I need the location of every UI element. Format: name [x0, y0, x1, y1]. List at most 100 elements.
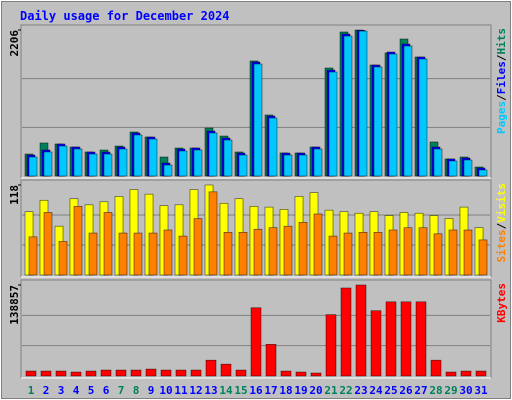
bar	[370, 310, 382, 377]
x-tick-label: 27	[414, 384, 427, 397]
bar	[463, 159, 473, 177]
bar	[283, 154, 293, 177]
x-tick-label: 3	[58, 384, 65, 397]
x-tick-label: 18	[279, 384, 292, 397]
x-tick-label: 30	[459, 384, 472, 397]
legend-entry: Visits	[495, 183, 508, 223]
x-tick-label: 5	[88, 384, 95, 397]
bar	[178, 150, 188, 177]
x-tick-label: 6	[103, 384, 110, 397]
bar	[313, 148, 323, 177]
x-tick-label: 21	[324, 384, 338, 397]
bar	[463, 229, 473, 276]
bar	[178, 235, 188, 276]
bar	[460, 370, 472, 377]
legend-entry: Hits	[495, 28, 508, 55]
bar	[478, 239, 488, 276]
bar	[208, 191, 218, 276]
bar	[133, 232, 143, 276]
bar	[418, 227, 428, 276]
bar	[358, 30, 368, 177]
bar	[73, 206, 83, 276]
chart-title: Daily usage for December 2024	[20, 9, 230, 23]
bar	[433, 233, 443, 276]
bar	[295, 371, 307, 377]
y-tick-label: 138857	[8, 285, 21, 325]
x-tick-label: 25	[384, 384, 397, 397]
bar	[208, 132, 218, 177]
x-tick-label: 14	[219, 384, 233, 397]
bar	[193, 218, 203, 276]
bar	[28, 236, 38, 276]
bar	[175, 369, 187, 377]
y-tick-label: 2206	[8, 30, 21, 57]
bar	[145, 368, 157, 377]
bar	[388, 53, 398, 177]
legend-entry: Pages	[495, 101, 508, 134]
legend: Pages/Files/Hits	[495, 28, 508, 134]
bar	[40, 370, 52, 377]
bar	[253, 228, 263, 276]
bar	[373, 66, 383, 177]
y-tick-label: 118	[8, 185, 21, 205]
x-tick-label: 20	[309, 384, 322, 397]
bar	[28, 156, 38, 177]
bar	[250, 307, 262, 377]
bar	[190, 369, 202, 377]
bar	[103, 212, 113, 276]
legend: KBytes	[495, 283, 508, 323]
x-tick-label: 31	[474, 384, 488, 397]
bar	[268, 117, 278, 177]
bar	[280, 370, 292, 377]
x-tick-label: 15	[234, 384, 247, 397]
bar	[340, 287, 352, 377]
bar	[343, 35, 353, 177]
bar	[415, 301, 427, 377]
bar	[433, 148, 443, 177]
x-tick-label: 1	[28, 384, 35, 397]
x-tick-label: 11	[174, 384, 188, 397]
x-tick-label: 23	[354, 384, 367, 397]
x-tick-label: 7	[118, 384, 125, 397]
x-tick-label: 26	[399, 384, 413, 397]
bar	[70, 371, 82, 377]
bar	[223, 139, 233, 177]
bar	[133, 134, 143, 177]
x-tick-label: 4	[73, 384, 80, 397]
x-tick-label: 2	[43, 384, 50, 397]
bar	[43, 151, 53, 177]
legend: Sites/Visits	[495, 183, 508, 263]
bar	[205, 359, 217, 377]
bar	[88, 153, 98, 177]
bar	[55, 370, 67, 377]
bar	[298, 222, 308, 276]
bar	[385, 301, 397, 377]
x-tick-label: 29	[444, 384, 457, 397]
bar	[73, 148, 83, 177]
legend-entry: Sites	[495, 229, 508, 262]
bar	[103, 153, 113, 177]
bar	[85, 370, 97, 377]
legend-entry: KBytes	[495, 283, 508, 323]
bar	[223, 231, 233, 276]
bar	[418, 58, 428, 177]
bar	[115, 369, 127, 377]
bar	[328, 71, 338, 177]
legend-separator: /	[495, 94, 508, 101]
bar	[400, 301, 412, 377]
bar	[43, 212, 53, 276]
bar	[130, 369, 142, 377]
x-tick-label: 13	[204, 384, 217, 397]
x-tick-label: 10	[159, 384, 172, 397]
x-tick-label: 17	[264, 384, 277, 397]
bar	[88, 232, 98, 276]
bar	[325, 314, 337, 377]
bar	[25, 370, 37, 377]
bar	[193, 149, 203, 177]
bar	[235, 369, 247, 377]
bar	[403, 45, 413, 177]
bar	[268, 227, 278, 276]
bar	[148, 138, 158, 177]
